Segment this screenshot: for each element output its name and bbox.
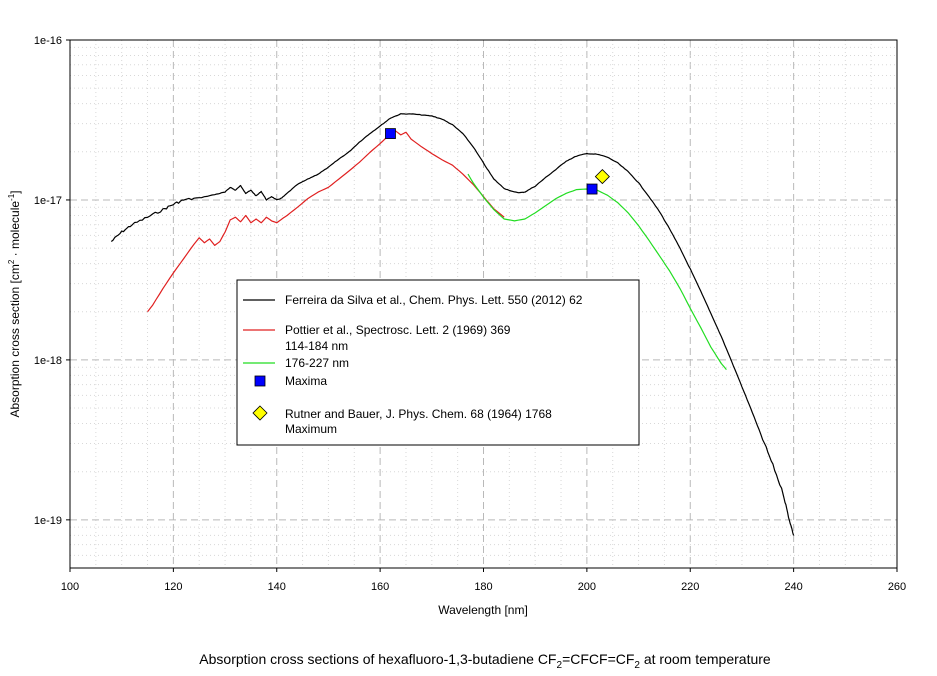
caption-sub-1: 2	[557, 660, 563, 671]
y-tick-label: 1e-18	[34, 355, 62, 367]
caption-part-1: Absorption cross sections of hexafluoro-…	[199, 651, 556, 667]
y-label-sup-1: 2	[7, 259, 16, 264]
legend-label-rutner: Rutner and Bauer, J. Phys. Chem. 68 (196…	[285, 407, 552, 421]
caption-sub-2: 2	[634, 660, 640, 671]
legend-label-range-1: 114-184 nm	[285, 339, 348, 353]
x-tick-label: 160	[371, 581, 389, 593]
x-tick-label: 120	[164, 581, 182, 593]
plot-border	[69, 39, 898, 569]
legend-label-range-2: 176-227 nm	[285, 356, 349, 370]
x-axis-ticks: 100 120 140 160 180 200 220 240 260	[61, 568, 906, 593]
y-tick-label: 1e-19	[34, 515, 62, 527]
caption-part-3: at room temperature	[640, 651, 771, 667]
y-tick-label: 1e-16	[34, 35, 62, 47]
legend: Ferreira da Silva et al., Chem. Phys. Le…	[236, 279, 640, 446]
caption-part-2: =CFCF=CF	[562, 651, 634, 667]
maximum-marker-diamond	[594, 169, 610, 185]
x-tick-label: 140	[268, 581, 286, 593]
x-tick-label: 260	[888, 581, 906, 593]
legend-swatch-rutner	[252, 405, 268, 421]
y-axis-ticks: 1e-19 1e-18 1e-17 1e-16	[34, 35, 70, 527]
legend-label-pottier: Pottier et al., Spectrosc. Lett. 2 (1969…	[285, 323, 511, 337]
series-line-0	[110, 113, 795, 536]
maximum-marker-square	[586, 183, 598, 195]
x-tick-label: 240	[784, 581, 802, 593]
y-label-sup-2: -1	[7, 193, 16, 201]
legend-box	[236, 279, 640, 446]
y-label-part-1: Absorption cross section [cm	[8, 264, 22, 417]
y-axis-label: Absorption cross section [cm2 · molecule…	[7, 190, 22, 417]
x-tick-label: 100	[61, 581, 79, 593]
y-label-part-2: · molecule	[8, 201, 22, 260]
x-axis-label: Wavelength [nm]	[438, 603, 528, 617]
legend-swatch-maxima	[254, 375, 266, 387]
legend-label-maxima: Maxima	[285, 374, 327, 388]
maximum-marker-square	[385, 128, 396, 139]
y-tick-label: 1e-17	[34, 195, 62, 207]
x-tick-label: 220	[681, 581, 699, 593]
y-label-part-3: ]	[8, 190, 22, 193]
series-line-1	[147, 130, 505, 313]
x-tick-label: 200	[578, 581, 596, 593]
figure-caption: Absorption cross sections of hexafluoro-…	[199, 651, 771, 671]
legend-label-maximum: Maximum	[285, 422, 337, 436]
legend-label-ferreira: Ferreira da Silva et al., Chem. Phys. Le…	[285, 293, 583, 307]
x-tick-label: 180	[474, 581, 492, 593]
marker-layer	[385, 128, 610, 195]
